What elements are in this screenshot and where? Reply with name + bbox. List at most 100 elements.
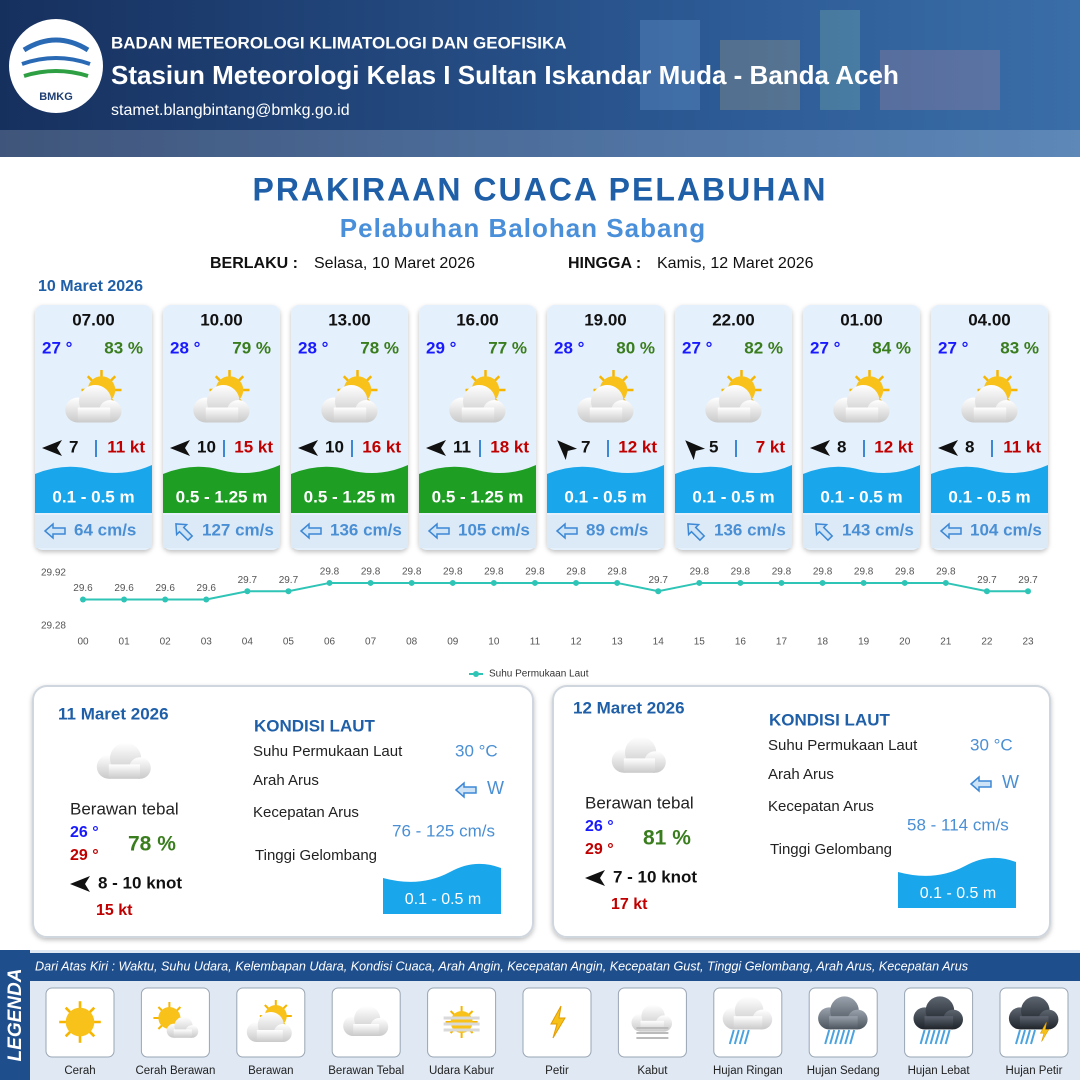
current-speed: 64 cm/s [74,520,136,539]
x-tick-label: 22 [981,637,993,648]
gust: 18 kt [490,437,529,456]
icon [824,1029,831,1045]
humidity: 79 % [232,338,271,357]
icon [1030,1029,1036,1045]
icon [934,1029,941,1045]
forecast-card: 01.00 27 ° 84 % 8 12 kt 0.1 - 0.5 m 143 cm/s [803,305,920,550]
humidity: 81 % [643,827,691,850]
data-label: 29.8 [361,567,381,578]
icon [844,1029,851,1045]
temp-max: 29 ° [585,841,614,858]
icon [728,1029,735,1045]
wave-height: 0.5 - 1.25 m [304,487,396,506]
current-speed: 143 cm/s [842,520,914,539]
point [860,579,867,586]
x-tick-label: 18 [817,637,829,648]
x-tick-label: 23 [1022,637,1034,648]
point [983,588,990,595]
current-dir-label: Arah Arus [768,766,834,783]
time: 16.00 [456,310,499,329]
wave-shape [163,465,280,513]
sst-label: Suhu Permukaan Laut [253,743,403,760]
data-label: 29.8 [936,567,956,578]
data-label: 29.8 [690,567,710,578]
current-speed: 136 cm/s [714,520,786,539]
data-label: 29.6 [197,583,217,594]
humidity: 82 % [744,338,783,357]
x-tick-label: 12 [570,637,582,648]
x-tick-label: 03 [201,637,213,648]
y-tick-label: 29.28 [41,621,66,632]
time: 07.00 [72,310,115,329]
point [285,588,292,595]
icon [834,1029,841,1045]
data-label: 29.6 [73,583,93,594]
valid-from-label: BERLAKU : [210,255,298,272]
wind: 8 - 10 knot [98,873,182,892]
outlook-bg [32,685,534,938]
wave-shape [419,465,536,513]
wind-speed: 7 [581,437,590,456]
x-tick-label: 19 [858,637,870,648]
sst: 30 °C [970,735,1013,754]
x-tick-label: 15 [694,637,706,648]
point [573,579,580,586]
temperature: 28 ° [554,338,585,357]
logo-arc [22,37,90,53]
wave-shape [383,863,501,914]
outlook-box: 12 Maret 2026 Berawan tebal 26 ° 29 ° 81 % 7 … [552,685,1051,938]
gust: 12 kt [874,437,913,456]
x-tick-label: 13 [612,637,624,648]
point [737,579,744,586]
current-speed: 89 cm/s [586,520,648,539]
email: stamet.blangbintang@bmkg.go.id [111,102,350,119]
wave-height: 0.1 - 0.5 m [52,487,134,506]
humidity: 80 % [616,338,655,357]
logo-arc [23,69,89,78]
icon [939,1029,946,1045]
temperature: 27 ° [42,338,73,357]
wind-speed: 10 [325,437,344,456]
wave-shape [35,465,152,513]
icon [738,1029,745,1045]
data-label: 29.8 [525,567,545,578]
data-label: 29.7 [648,575,668,586]
x-tick-label: 17 [776,637,788,648]
temperature: 27 ° [682,338,713,357]
outlook-box: 11 Maret 2026 Berawan tebal 26 ° 29 ° 78 % 8 … [32,685,534,938]
humidity: 78 % [128,833,176,856]
icon [743,1029,750,1045]
point [449,579,456,586]
gust: 7 kt [756,437,786,456]
legend-item-label: Hujan Petir [1006,1065,1063,1077]
gust: 12 kt [618,437,657,456]
forecast-card: 19.00 28 ° 80 % 7 12 kt 0.1 - 0.5 m 89 cm/s [547,305,664,550]
legend-item-label: Kabut [637,1065,668,1077]
current-speed: 127 cm/s [202,520,274,539]
icon [1015,1029,1021,1045]
legend-items: Cerah Cerah Berawan Berawan Berawan Tebal Ud… [45,987,1069,1077]
header-decor [0,10,1080,157]
temp-min: 26 ° [585,818,614,835]
humidity: 78 % [360,338,399,357]
gust: 16 kt [362,437,401,456]
temp-min: 26 ° [70,824,99,841]
point [696,579,703,586]
point [244,588,251,595]
legend-description: Dari Atas Kiri : Waktu, Suhu Udara, Kele… [35,959,969,973]
temperature: 29 ° [426,338,457,357]
point [942,579,949,586]
data-label: 29.7 [1018,575,1038,586]
x-tick-label: 11 [530,637,541,648]
point [162,596,169,603]
wave-shape [803,465,920,513]
current-speed: 58 - 114 cm/s [907,815,1009,834]
data-label: 29.6 [155,583,175,594]
forecast-card: 22.00 27 ° 82 % 5 7 kt 0.1 - 0.5 m 136 cm/s [675,305,792,550]
time: 10.00 [200,310,243,329]
x-tick-label: 02 [160,637,172,648]
x-tick-label: 21 [940,637,952,648]
data-label: 29.8 [731,567,751,578]
time: 19.00 [584,310,627,329]
